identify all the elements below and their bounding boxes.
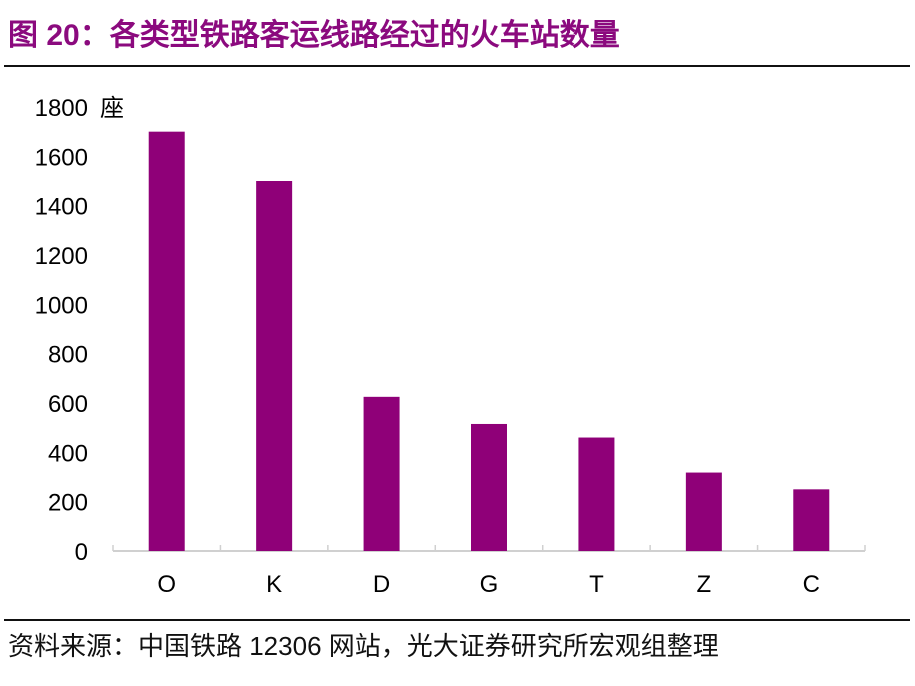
- x-tick-label: D: [373, 571, 390, 598]
- x-tick-label: C: [803, 571, 820, 598]
- bar-O: [148, 131, 185, 551]
- figure-title: 图 20：各类型铁路客运线路经过的火车站数量: [8, 19, 620, 52]
- bar-K: [256, 181, 293, 551]
- bar-chart: 0 200 400 600 800 1000 1200 1400 1600 1800 座 O K D G T Z…: [35, 95, 866, 598]
- source-note: 资料来源：中国铁路 12306 网站，光大证券研究所宏观组整理: [8, 631, 719, 661]
- y-tick-label: 400: [48, 440, 88, 467]
- x-tick-label: G: [480, 571, 499, 598]
- x-tick-label: K: [266, 571, 282, 598]
- y-tick-label: 1800: [35, 95, 88, 122]
- x-tick-label: O: [157, 571, 176, 598]
- bar-D: [363, 396, 400, 551]
- bar-Z: [685, 472, 722, 551]
- y-tick-label: 1400: [35, 194, 88, 221]
- y-tick-label: 1200: [35, 243, 88, 270]
- y-tick-label: 1000: [35, 292, 88, 319]
- y-tick-label: 1600: [35, 144, 88, 171]
- source-rule: [4, 619, 910, 621]
- y-tick-label: 200: [48, 490, 88, 517]
- x-tick-label: Z: [697, 571, 712, 598]
- bar-C: [793, 489, 830, 551]
- bar-T: [578, 437, 615, 551]
- y-unit-label: 座: [100, 95, 124, 122]
- y-tick-label: 800: [48, 342, 88, 369]
- title-rule: [4, 65, 910, 67]
- y-tick-label: 600: [48, 391, 88, 418]
- x-tick-label: T: [589, 571, 604, 598]
- y-tick-label: 0: [75, 539, 88, 566]
- bar-G: [471, 423, 507, 551]
